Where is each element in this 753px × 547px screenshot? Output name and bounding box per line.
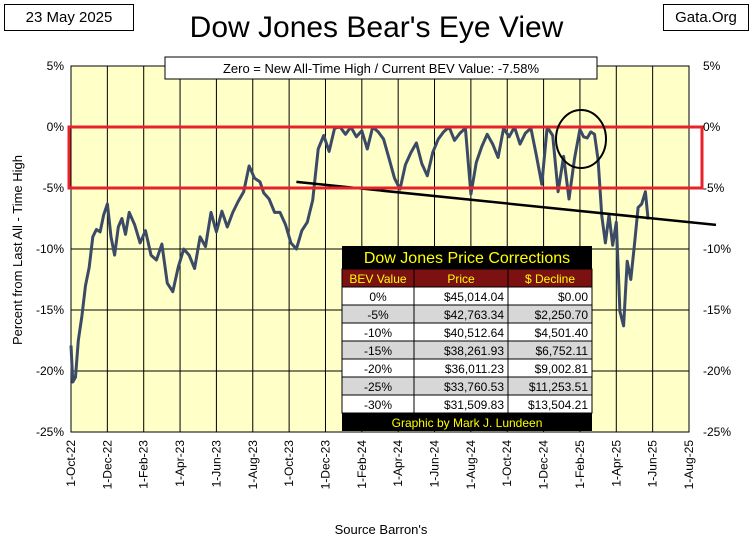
x-tick-label: 1-Oct-22 <box>64 440 78 487</box>
note-box <box>164 56 598 80</box>
table-cell-text: $2,250.70 <box>535 308 589 322</box>
x-tick-label: 1-Jun-23 <box>209 440 223 488</box>
y-tick-right: -10% <box>703 242 731 256</box>
corrections-table: Dow Jones Price Corrections BEV Value Pric… <box>341 246 593 431</box>
y-tick-left: -10% <box>36 242 64 256</box>
x-axis-title: Source Barron's <box>335 522 428 537</box>
x-tick-label: 1-Aug-24 <box>464 440 478 490</box>
x-tick-label: 1-Oct-23 <box>282 440 296 487</box>
x-tick-label: 1-Apr-25 <box>609 440 623 487</box>
chart-title: Dow Jones Bear's Eye View <box>189 11 564 44</box>
y-tick-left: -15% <box>36 303 64 317</box>
site-label: Gata.Org <box>663 4 749 31</box>
series-line-bev <box>69 125 650 384</box>
table-cell-text: -20% <box>364 362 392 376</box>
x-tick-label: 1-Apr-24 <box>391 440 405 487</box>
highlight-box <box>67 125 704 190</box>
table-header-label: $ Decline <box>525 272 575 286</box>
y-tick-left: -25% <box>36 425 64 439</box>
x-tick-label: 1-Feb-25 <box>573 440 587 489</box>
x-tick-label: 1-Jun-25 <box>646 440 660 488</box>
note-text: Zero = New All-Time High / Current BEV V… <box>223 61 540 76</box>
table-cell-text: $40,512.64 <box>444 326 504 340</box>
x-tick-label: 1-Apr-23 <box>173 440 187 487</box>
y-tick-right: 0% <box>703 120 721 134</box>
y-tick-right: -15% <box>703 303 731 317</box>
table-cell-text: $36,011.23 <box>445 362 504 376</box>
table-header-label: Price <box>447 272 475 286</box>
x-tick-label: 1-Feb-24 <box>355 440 369 489</box>
table-cell-text: $4,501.40 <box>535 326 589 340</box>
table-cell-text: -10% <box>364 326 392 340</box>
y-tick-right: -25% <box>703 425 731 439</box>
x-tick-label: 1-Jun-24 <box>428 440 442 488</box>
x-tick-label: 1-Aug-23 <box>246 440 260 490</box>
table-cell-text: $45,014.04 <box>444 290 504 304</box>
y-axis-title: Percent from Last All - Time High <box>10 155 25 345</box>
y-tick-left: -20% <box>36 364 64 378</box>
table-cell-text: $11,253.51 <box>529 380 588 394</box>
table-title-bar <box>342 246 592 269</box>
y-tick-right: -20% <box>703 364 731 378</box>
y-tick-left: 0% <box>47 120 65 134</box>
x-tick-label: 1-Oct-24 <box>500 440 514 487</box>
table-cell-text: -5% <box>367 308 389 322</box>
y-axis-ticks: 5% 5% 0% 0% -5% -5% -10% -10% -15% -15% -20% -20% -2… <box>36 59 731 439</box>
x-tick-label: 1-Dec-23 <box>318 440 332 490</box>
x-tick-label: 1-Feb-23 <box>137 440 151 489</box>
table-footer: Graphic by Mark J. Lundeen <box>392 416 543 430</box>
x-tick-label: 1-Aug-25 <box>682 440 696 490</box>
annotation-circle <box>555 109 607 169</box>
table-cell-text: 0% <box>369 290 387 304</box>
table-cell-text: $31,509.83 <box>444 398 504 412</box>
x-tick-label: 1-Dec-24 <box>537 440 551 490</box>
table-cell-text: $6,752.11 <box>536 344 589 358</box>
table-header-label: BEV Value <box>349 272 406 286</box>
table-cell-text: $38,261.93 <box>444 344 504 358</box>
table-cell-text: $42,763.34 <box>444 308 504 322</box>
y-tick-right: 5% <box>703 59 721 73</box>
table-footer-bar <box>342 413 592 431</box>
y-tick-left: -5% <box>43 181 65 195</box>
table-cell-text: $9,002.81 <box>535 362 589 376</box>
table-cell-text: -25% <box>364 380 392 394</box>
table-cell-text: $0.00 <box>558 290 588 304</box>
table-cell-text: $13,504.21 <box>528 398 588 412</box>
y-tick-right: -5% <box>703 181 725 195</box>
table-title: Dow Jones Price Corrections <box>364 250 570 267</box>
y-tick-left: 5% <box>47 59 65 73</box>
table-cell-text: $33,760.53 <box>444 380 504 394</box>
date-label: 23 May 2025 <box>4 4 134 31</box>
table-cell-text: -30% <box>364 398 392 412</box>
table-cell-text: -15% <box>364 344 392 358</box>
x-axis-ticks: 1-Oct-22 1-Dec-22 1-Feb-23 1-Apr-23 1-Jun-23… <box>64 440 696 490</box>
x-tick-label: 1-Dec-22 <box>100 440 114 490</box>
